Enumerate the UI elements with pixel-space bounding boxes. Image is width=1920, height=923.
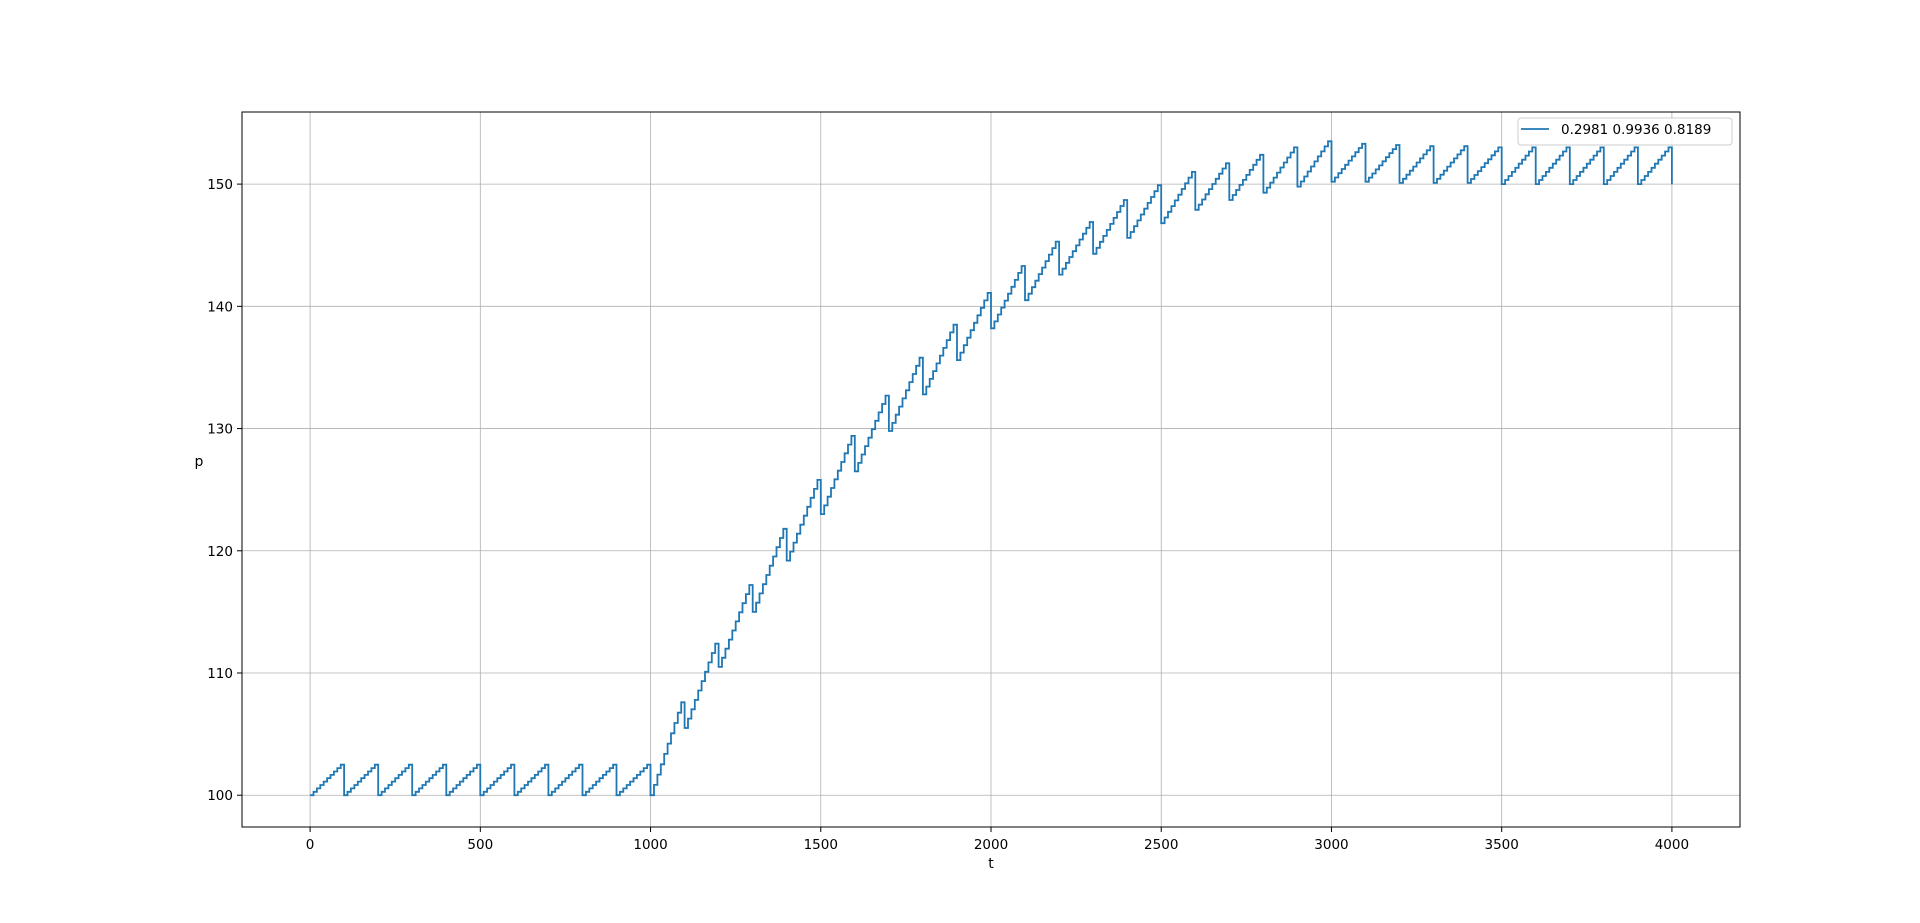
x-tick-label: 3000 — [1314, 837, 1348, 853]
series-line — [310, 140, 1673, 797]
y-tick-label: 100 — [207, 788, 233, 804]
x-tick-label: 500 — [467, 837, 493, 853]
x-ticks: 0 500 1000 1500 2000 2500 3000 3500 4000 — [306, 827, 1689, 853]
grid-lines — [242, 112, 1740, 827]
y-tick-label: 120 — [207, 544, 233, 560]
series-layer — [310, 140, 1673, 797]
legend-box — [1517, 117, 1733, 146]
y-tick-label: 110 — [207, 666, 233, 682]
y-tick-label: 140 — [207, 299, 233, 315]
x-tick-label: 1000 — [633, 837, 667, 853]
legend-entry-label: 0.2981 0.9936 0.8189 — [1561, 122, 1711, 138]
legend: 0.2981 0.9936 0.8189 — [1517, 117, 1733, 146]
x-tick-label: 4000 — [1655, 837, 1689, 853]
x-tick-label: 2000 — [974, 837, 1008, 853]
y-axis-label: p — [195, 454, 204, 470]
x-tick-label: 3500 — [1485, 837, 1519, 853]
y-tick-label: 150 — [207, 177, 233, 193]
x-axis-label: t — [988, 856, 994, 872]
y-ticks: 100 110 120 130 140 150 — [207, 177, 242, 804]
y-tick-label: 130 — [207, 422, 233, 438]
x-tick-label: 2500 — [1144, 837, 1178, 853]
x-tick-label: 1500 — [804, 837, 838, 853]
x-tick-label: 0 — [306, 837, 315, 853]
